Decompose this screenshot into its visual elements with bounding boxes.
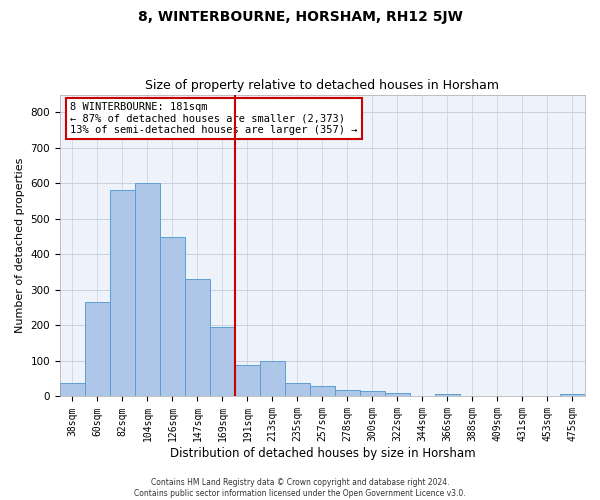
Bar (335, 390, 360, 396)
Text: 8 WINTERBOURNE: 181sqm
← 87% of detached houses are smaller (2,373)
13% of semi-: 8 WINTERBOURNE: 181sqm ← 87% of detached… (70, 102, 358, 136)
Bar (235, 364, 260, 396)
Bar (185, 280, 210, 396)
Bar (260, 361, 285, 396)
Bar (60, 384, 85, 396)
Bar (285, 383, 310, 396)
Bar (360, 391, 385, 396)
Y-axis label: Number of detached properties: Number of detached properties (15, 158, 25, 333)
Bar (385, 393, 410, 396)
Bar (310, 386, 335, 396)
Bar (135, 184, 160, 396)
Bar (210, 327, 235, 396)
Bar (435, 394, 460, 396)
Bar (560, 394, 585, 396)
Text: 8, WINTERBOURNE, HORSHAM, RH12 5JW: 8, WINTERBOURNE, HORSHAM, RH12 5JW (137, 10, 463, 24)
Text: Contains HM Land Registry data © Crown copyright and database right 2024.
Contai: Contains HM Land Registry data © Crown c… (134, 478, 466, 498)
Bar (110, 190, 135, 396)
Bar (85, 302, 110, 396)
Title: Size of property relative to detached houses in Horsham: Size of property relative to detached ho… (145, 79, 499, 92)
Bar (160, 236, 185, 396)
X-axis label: Distribution of detached houses by size in Horsham: Distribution of detached houses by size … (170, 447, 475, 460)
